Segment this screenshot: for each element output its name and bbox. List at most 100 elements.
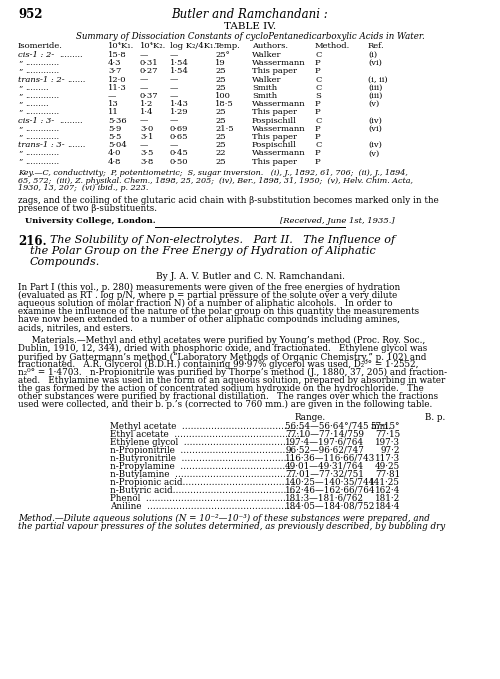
Text: 162·46—162·66/764: 162·46—162·66/764: [285, 485, 376, 495]
Text: 4·0: 4·0: [108, 149, 122, 158]
Text: acids, nitriles, and esters.: acids, nitriles, and esters.: [18, 323, 133, 332]
Text: —: —: [170, 84, 178, 92]
Text: C: C: [315, 51, 322, 59]
Text: .............: .............: [25, 158, 59, 166]
Text: .......: .......: [67, 75, 86, 84]
Text: 3·7: 3·7: [108, 67, 122, 75]
Text: zags, and the coiling of the glutaric acid chain with β-substitution becomes mar: zags, and the coiling of the glutaric ac…: [18, 196, 439, 205]
Text: This paper: This paper: [252, 158, 297, 166]
Text: 216.: 216.: [18, 235, 46, 249]
Text: .............: .............: [25, 125, 59, 133]
Text: (v): (v): [368, 149, 380, 158]
Text: TABLE IV.: TABLE IV.: [224, 22, 276, 31]
Text: —: —: [170, 141, 178, 149]
Text: .............: .............: [25, 109, 59, 116]
Text: C: C: [315, 84, 322, 92]
Text: 5·5: 5·5: [108, 133, 122, 141]
Text: .......: .......: [67, 141, 86, 149]
Text: 116·36—116·66/743: 116·36—116·66/743: [285, 454, 375, 462]
Text: Ethylene glycol  …………………………………: Ethylene glycol …………………………………: [110, 438, 298, 447]
Text: Summary of Dissociation Constants of cycloPentanedicarboxylic Acids in Water.: Summary of Dissociation Constants of cyc…: [76, 32, 424, 41]
Text: .........: .........: [25, 100, 48, 108]
Text: Compounds.: Compounds.: [30, 257, 100, 268]
Text: —: —: [170, 75, 178, 84]
Text: 25: 25: [215, 117, 226, 125]
Text: 65, 572;  (iii), Z. physikal. Chem., 1898, 25, 205;  (iv), Ber., 1898, 31, 1950;: 65, 572; (iii), Z. physikal. Chem., 1898…: [18, 177, 413, 185]
Text: purified by Gattermann’s method (“Laboratory Methods of Organic Chemistry,” p. 1: purified by Gattermann’s method (“Labora…: [18, 352, 426, 361]
Text: 19: 19: [215, 59, 226, 67]
Text: This paper: This paper: [252, 133, 297, 141]
Text: 10⁴K₂.: 10⁴K₂.: [140, 42, 166, 50]
Text: C: C: [315, 141, 322, 149]
Text: Walker: Walker: [252, 75, 282, 84]
Text: —: —: [140, 75, 148, 84]
Text: S: S: [315, 92, 321, 100]
Text: Ref.: Ref.: [368, 42, 384, 50]
Text: ”: ”: [18, 67, 22, 75]
Text: 25°: 25°: [215, 51, 230, 59]
Text: 141·25: 141·25: [369, 478, 400, 487]
Text: 25: 25: [215, 133, 226, 141]
Text: —: —: [170, 92, 178, 100]
Text: P: P: [315, 158, 320, 166]
Text: Wassermann: Wassermann: [252, 59, 306, 67]
Text: presence of two β-substituents.: presence of two β-substituents.: [18, 204, 157, 213]
Text: 77·15: 77·15: [375, 430, 400, 439]
Text: Range.: Range.: [294, 414, 326, 422]
Text: ated.   Ethylamine was used in the form of an aqueous solution, prepared by abso: ated. Ethylamine was used in the form of…: [18, 376, 446, 385]
Text: 1·54: 1·54: [170, 67, 189, 75]
Text: Methyl acetate  ……………………………………: Methyl acetate ……………………………………: [110, 422, 304, 430]
Text: Butler and Ramchandani :: Butler and Ramchandani :: [172, 8, 328, 21]
Text: C: C: [315, 75, 322, 84]
Text: Pospischill: Pospischill: [252, 117, 297, 125]
Text: 25: 25: [215, 141, 226, 149]
Text: 77·10—77·14/759: 77·10—77·14/759: [285, 430, 364, 439]
Text: Authors.: Authors.: [252, 42, 288, 50]
Text: Smith: Smith: [252, 92, 277, 100]
Text: 4·3: 4·3: [108, 59, 122, 67]
Text: fractionated.   A.R. Glycerol (B.D.H.) containing 99·97% glycerol was used, D₂⁰°: fractionated. A.R. Glycerol (B.D.H.) con…: [18, 360, 418, 369]
Text: This paper: This paper: [252, 67, 297, 75]
Text: 57·15°: 57·15°: [370, 422, 400, 430]
Text: P: P: [315, 133, 320, 141]
Text: examine the influence of the nature of the polar group on this quantity the meas: examine the influence of the nature of t…: [18, 307, 419, 316]
Text: 1·4: 1·4: [140, 109, 153, 116]
Text: 952: 952: [18, 8, 42, 21]
Text: cis-1 : 2-: cis-1 : 2-: [18, 51, 54, 59]
Text: n-Propionic acid…………………………………: n-Propionic acid…………………………………: [110, 478, 296, 487]
Text: n-Butyric acid……………………………………: n-Butyric acid……………………………………: [110, 485, 295, 495]
Text: [Received, June 1st, 1935.]: [Received, June 1st, 1935.]: [280, 217, 394, 225]
Text: 3·1: 3·1: [140, 133, 153, 141]
Text: Aniline  ……………………………………………: Aniline ……………………………………………: [110, 502, 296, 511]
Text: —: —: [140, 84, 148, 92]
Text: ”: ”: [18, 149, 22, 158]
Text: (iv): (iv): [368, 117, 382, 125]
Text: 0·27: 0·27: [140, 67, 158, 75]
Text: 97·2: 97·2: [380, 445, 400, 455]
Text: Phenol  ………………………………………………: Phenol ………………………………………………: [110, 494, 304, 502]
Text: —: —: [140, 141, 148, 149]
Text: 1·54: 1·54: [170, 59, 189, 67]
Text: .............: .............: [25, 133, 59, 141]
Text: 22: 22: [215, 149, 226, 158]
Text: 25: 25: [215, 158, 226, 166]
Text: Key.—C, conductivity;  P, potentiometric;  S, sugar inversion.   (i), J., 1892, : Key.—C, conductivity; P, potentiometric;…: [18, 169, 408, 177]
Text: 77·01—77·32/751: 77·01—77·32/751: [285, 470, 364, 479]
Text: P: P: [315, 59, 320, 67]
Text: 181·2: 181·2: [375, 494, 400, 502]
Text: —: —: [170, 117, 178, 125]
Text: 77·81: 77·81: [375, 470, 400, 479]
Text: (v): (v): [368, 100, 380, 108]
Text: the gas formed by the action of concentrated sodium hydroxide on the hydrochlori: the gas formed by the action of concentr…: [18, 384, 424, 393]
Text: 197·3: 197·3: [375, 438, 400, 447]
Text: 1·2: 1·2: [140, 100, 153, 108]
Text: P: P: [315, 67, 320, 75]
Text: 10⁴K₁.: 10⁴K₁.: [108, 42, 134, 50]
Text: 1·43: 1·43: [170, 100, 189, 108]
Text: (vi): (vi): [368, 125, 382, 133]
Text: 49·01—49·31/764: 49·01—49·31/764: [285, 462, 364, 471]
Text: have now been extended to a number of other aliphatic compounds including amines: have now been extended to a number of ot…: [18, 315, 400, 324]
Text: By J. A. V. Butler and C. N. Ramchandani.: By J. A. V. Butler and C. N. Ramchandani…: [156, 272, 344, 281]
Text: 0·37: 0·37: [140, 92, 158, 100]
Text: —: —: [108, 92, 116, 100]
